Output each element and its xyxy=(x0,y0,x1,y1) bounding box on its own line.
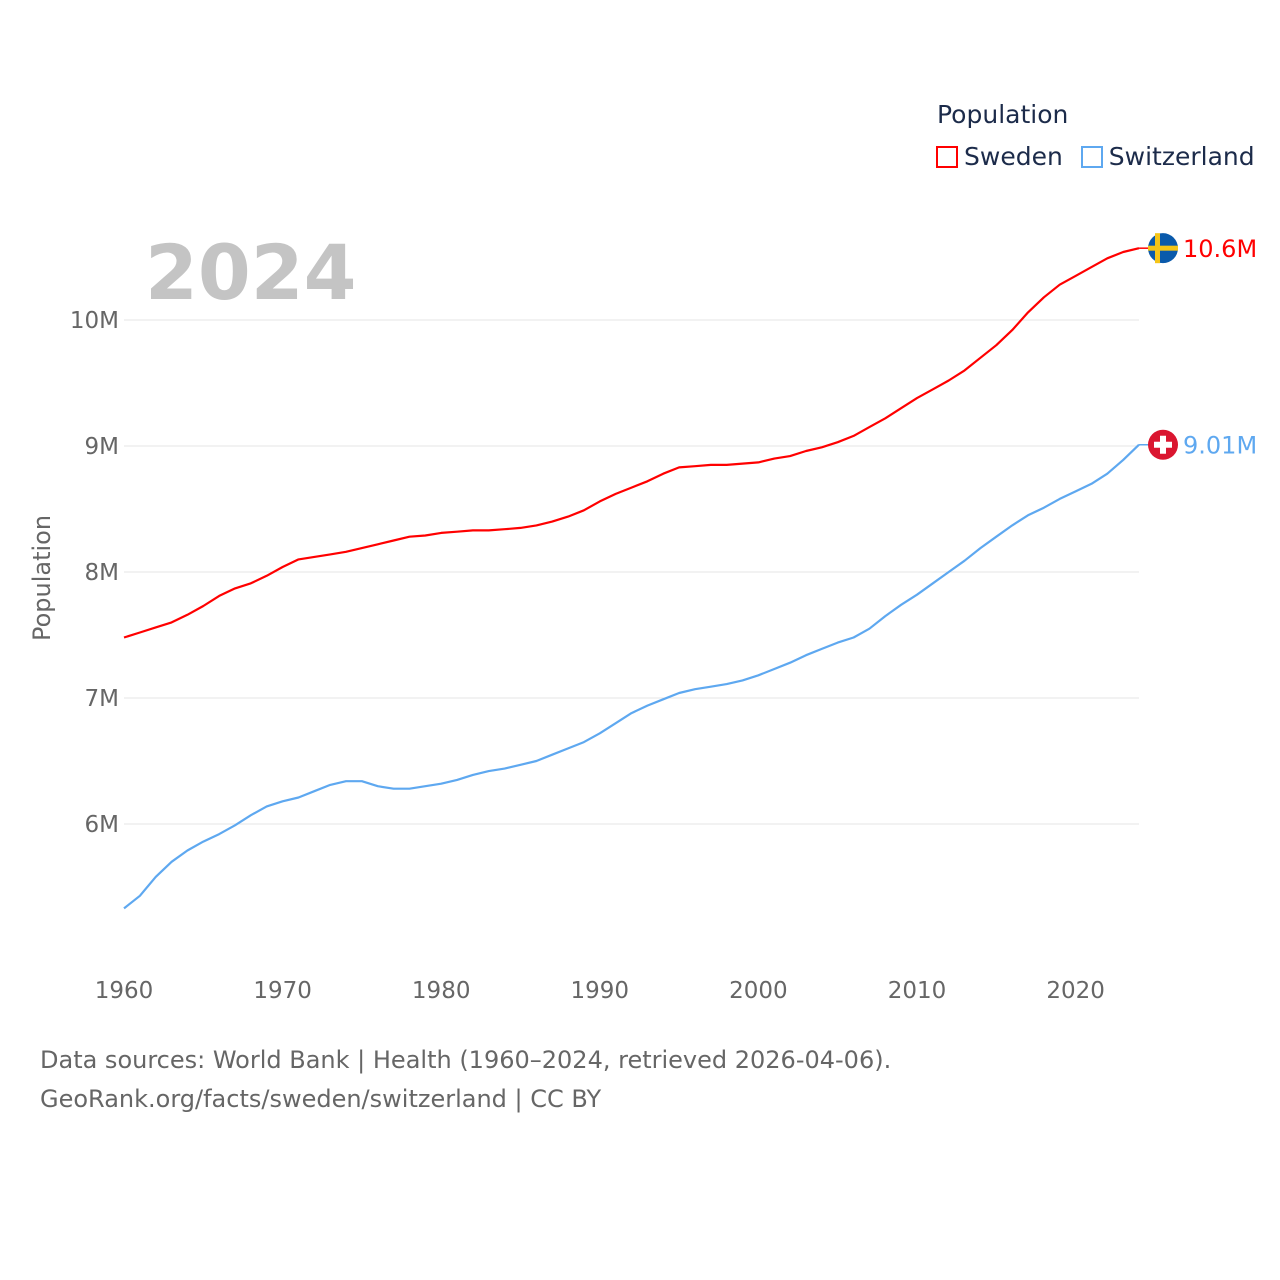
series-line-sweden xyxy=(123,247,1140,639)
series-line-switzerland xyxy=(123,443,1140,910)
x-tick-label: 1990 xyxy=(571,978,630,1004)
legend-swatch-sweden xyxy=(936,145,958,168)
flag-cross xyxy=(1148,245,1178,251)
y-tick-label: 6M xyxy=(85,812,119,838)
y-tick-label: 8M xyxy=(85,560,119,586)
end-value-label: 10.6M xyxy=(1183,235,1257,263)
x-tick-label: 2000 xyxy=(729,978,788,1004)
end-value-label: 9.01M xyxy=(1183,432,1257,460)
x-tick-label: 1960 xyxy=(95,978,154,1004)
switzerland-flag-icon xyxy=(1148,429,1178,460)
attribution-line: GeoRank.org/facts/sweden/switzerland | C… xyxy=(40,1085,602,1113)
x-tick-label: 2010 xyxy=(888,978,947,1004)
y-tick-label: 10M xyxy=(70,308,119,334)
x-tick-label: 1970 xyxy=(253,978,312,1004)
legend-label: Switzerland xyxy=(1108,142,1255,171)
legend-title: Population xyxy=(937,100,1069,129)
legend: Sweden Switzerland xyxy=(936,142,1273,171)
flag-cross xyxy=(1154,441,1172,448)
x-tick-label: 1980 xyxy=(412,978,471,1004)
legend-item-sweden[interactable]: Sweden xyxy=(936,142,1063,171)
sweden-flag-icon xyxy=(1148,233,1178,264)
source-line: Data sources: World Bank | Health (1960–… xyxy=(40,1046,892,1074)
current-year-label: 2024 xyxy=(145,228,357,317)
legend-item-switzerland[interactable]: Switzerland xyxy=(1080,142,1255,171)
legend-label: Sweden xyxy=(964,142,1063,171)
legend-swatch-switzerland xyxy=(1080,145,1103,168)
y-axis-label: Population xyxy=(28,515,56,641)
y-tick-label: 7M xyxy=(85,686,119,712)
x-tick-label: 2020 xyxy=(1046,978,1105,1004)
y-tick-label: 9M xyxy=(85,434,119,460)
